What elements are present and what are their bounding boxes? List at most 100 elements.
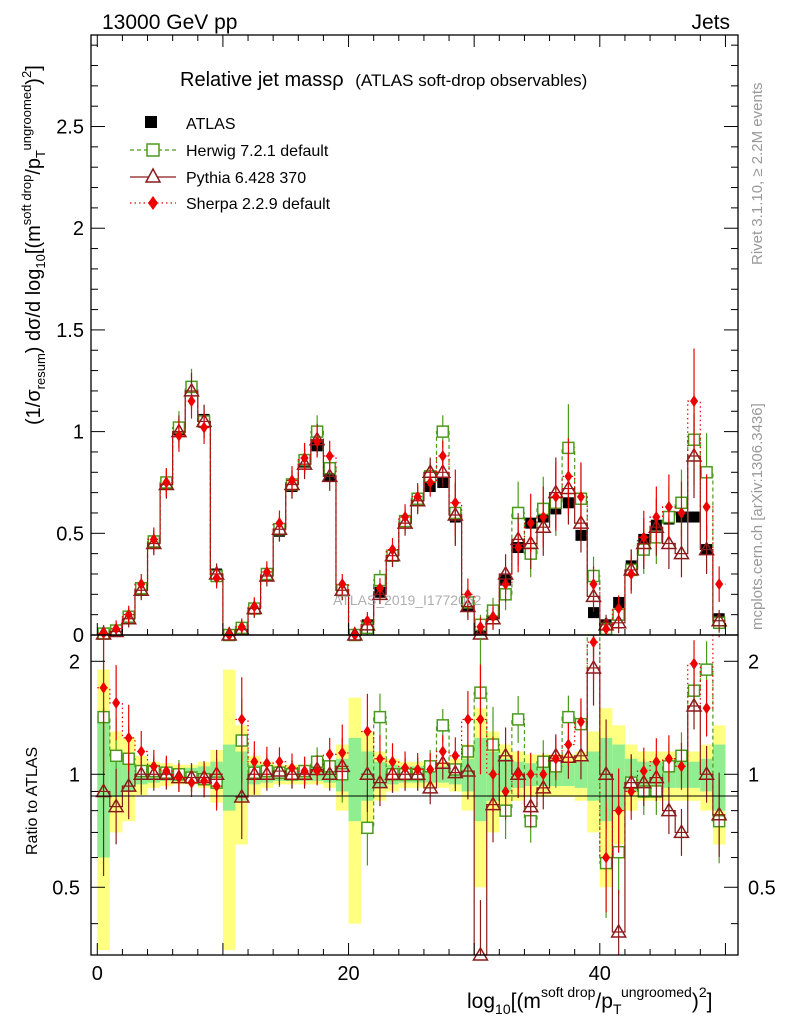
ratio-band-inner (687, 761, 701, 788)
data-point-pythia (371, 585, 389, 601)
data-point-sherpa (174, 429, 183, 442)
data-point-sherpa (589, 578, 598, 591)
ratio-point-sherpa (325, 748, 334, 761)
ratio-point-sherpa (149, 760, 158, 773)
ratio-series-layer (95, 634, 728, 961)
ratio-point-sherpa (576, 715, 585, 728)
ratio-point-sherpa (375, 752, 384, 765)
ratio-point-sherpa (677, 760, 686, 773)
ratio-point-sherpa (137, 745, 146, 758)
y-tick-label: 2 (73, 218, 84, 240)
data-point-pythia (698, 541, 715, 556)
ratio-point-sherpa (501, 785, 510, 798)
data-point-sherpa (489, 610, 498, 623)
ratio-point-sherpa (639, 765, 648, 778)
data-point-sherpa (313, 435, 322, 448)
data-point-sherpa (602, 622, 611, 635)
ratio-band-inner (222, 744, 236, 811)
ratio-point-pythia (597, 765, 615, 781)
ratio-point-sherpa (564, 738, 573, 751)
data-point-sherpa (438, 450, 447, 463)
ratio-point-sherpa (451, 749, 460, 762)
data-point-pythia (710, 612, 728, 627)
legend-label-atlas: ATLAS (186, 116, 236, 133)
ratio-series-sherpa (97, 634, 726, 913)
ratio-point-sherpa (174, 771, 183, 784)
ratio-point-sherpa (702, 702, 711, 715)
legend: ATLAS Herwig 7.2.1 default Pythia 6.428 … (130, 116, 331, 213)
ratio-point-pythia (132, 765, 150, 781)
ratio-point-sherpa (489, 768, 498, 781)
data-point-sherpa (275, 517, 284, 530)
legend-marker-sherpa (148, 196, 158, 210)
ratio-point-pythia (107, 798, 125, 813)
legend-marker-pythia (144, 167, 162, 183)
ratio-point-herwig (436, 719, 450, 732)
data-point-pythia (434, 463, 452, 479)
ratio-point-sherpa (551, 752, 560, 765)
data-point-sherpa (325, 450, 334, 463)
data-point-pythia (685, 447, 703, 462)
data-point-sherpa (338, 578, 347, 591)
ratio-point-pythia (497, 747, 514, 762)
ratio-band-inner (587, 751, 600, 801)
ratio-point-pythia (447, 764, 464, 779)
ratio-point-pythia (660, 802, 678, 817)
rivet-version-text: Rivet 3.1.10, ≥ 2.2M events (749, 83, 766, 266)
ratio-point-pythia (698, 765, 715, 781)
ratio-point-sherpa (262, 757, 271, 770)
ratio-point-sherpa (627, 785, 636, 798)
data-point-sherpa (288, 474, 297, 487)
ratio-point-sherpa (526, 768, 535, 781)
ratio-point-herwig (562, 710, 575, 724)
data-point-sherpa (200, 421, 209, 434)
ratio-y-tick-label-right: 2 (748, 651, 759, 673)
data-point-sherpa (137, 578, 146, 591)
data-point-sherpa (250, 600, 259, 613)
data-point-sherpa (514, 541, 523, 554)
ratio-point-pythia (434, 754, 452, 769)
y-tick-label: 1.5 (56, 320, 84, 342)
ratio-band-inner (474, 737, 487, 822)
ratio-point-sherpa (413, 763, 422, 776)
plot-title-sub: (ATLAS soft-drop observables) (355, 71, 587, 90)
ratio-point-sherpa (363, 725, 372, 738)
ratio-point-sherpa (401, 761, 410, 774)
ratio-y-tick-label: 0.5 (52, 877, 80, 899)
ratio-point-pythia (371, 774, 389, 789)
ratio-point-sherpa (614, 804, 623, 817)
y-tick-label: 0 (73, 625, 84, 647)
ratio-point-sherpa (338, 746, 347, 759)
data-point-herwig (436, 425, 450, 438)
ratio-point-sherpa (275, 755, 284, 768)
series-layer (95, 348, 728, 642)
data-point-pythia (107, 623, 125, 638)
main-y-axis-label: (1/σresum) dσ/d log10[(msoft drop/pTungr… (19, 65, 48, 425)
ratio-point-pythia (321, 765, 339, 781)
data-point-sherpa (690, 395, 699, 408)
ratio-point-sherpa (664, 752, 673, 765)
ratio-plot-frame (90, 634, 739, 956)
data-point-sherpa (664, 500, 673, 513)
ratio-point-pythia (572, 747, 590, 762)
y-tick-label: 1 (73, 422, 84, 444)
data-point-sherpa (627, 567, 636, 580)
ratio-point-sherpa (602, 851, 611, 864)
ratio-point-sherpa (212, 780, 221, 793)
x-tick-label: 40 (589, 963, 611, 985)
data-point-sherpa (162, 476, 171, 489)
data-point-sherpa (526, 517, 535, 530)
data-point-sherpa (99, 627, 108, 640)
data-point-sherpa (576, 490, 585, 503)
plot-title: Relative jet massρ (ATLAS soft-drop obse… (180, 69, 587, 91)
ratio-point-pythia (421, 779, 439, 794)
ratio-point-sherpa (514, 768, 523, 781)
ratio-point-pythia (710, 806, 728, 821)
ratio-point-herwig (511, 713, 525, 726)
ratio-point-sherpa (200, 774, 209, 787)
data-point-sherpa (614, 602, 623, 615)
data-point-sherpa (463, 588, 472, 601)
data-point-sherpa (551, 490, 560, 503)
data-point-sherpa (112, 622, 121, 635)
